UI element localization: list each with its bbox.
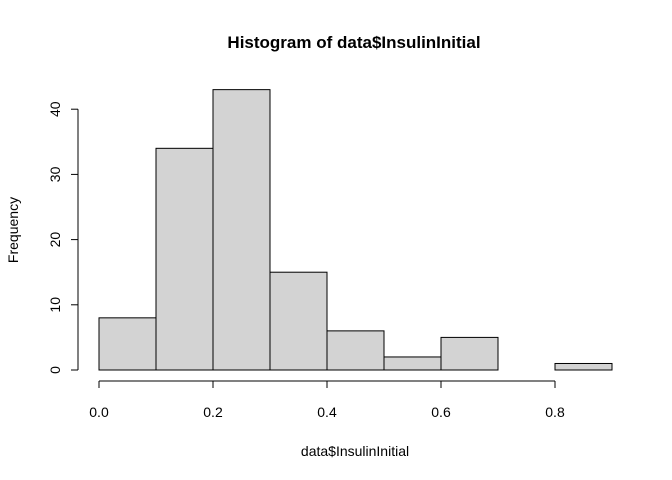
y-tick-label-2: 20 <box>47 232 63 248</box>
bars-group <box>98 89 613 371</box>
x-tick-label-2: 0.4 <box>317 404 337 420</box>
chart-title: Histogram of data$InsulinInitial <box>227 33 480 52</box>
histogram-bar-0 <box>98 317 157 371</box>
histogram-bar-2 <box>212 89 271 371</box>
x-axis: 0.0 0.2 0.4 0.6 0.8 <box>89 380 565 420</box>
x-tick-label-4: 0.8 <box>545 404 565 420</box>
histogram-bar-6 <box>440 336 499 371</box>
x-axis-label: data$InsulinInitial <box>301 443 409 459</box>
histogram-bar-1 <box>155 147 214 371</box>
x-tick-label-0: 0.0 <box>89 404 109 420</box>
histogram-bar-4 <box>326 330 385 371</box>
histogram-bar-3 <box>269 271 328 371</box>
y-tick-label-0: 0 <box>47 366 63 374</box>
y-tick-label-3: 30 <box>47 166 63 182</box>
y-axis-label: Frequency <box>5 197 21 263</box>
histogram-bar-8 <box>554 362 613 371</box>
x-tick-label-1: 0.2 <box>203 404 223 420</box>
y-axis: 0 10 20 30 40 <box>47 101 79 374</box>
histogram-bar-5 <box>383 356 442 371</box>
y-tick-label-4: 40 <box>47 101 63 117</box>
x-tick-label-3: 0.6 <box>431 404 451 420</box>
y-tick-label-1: 10 <box>47 297 63 313</box>
